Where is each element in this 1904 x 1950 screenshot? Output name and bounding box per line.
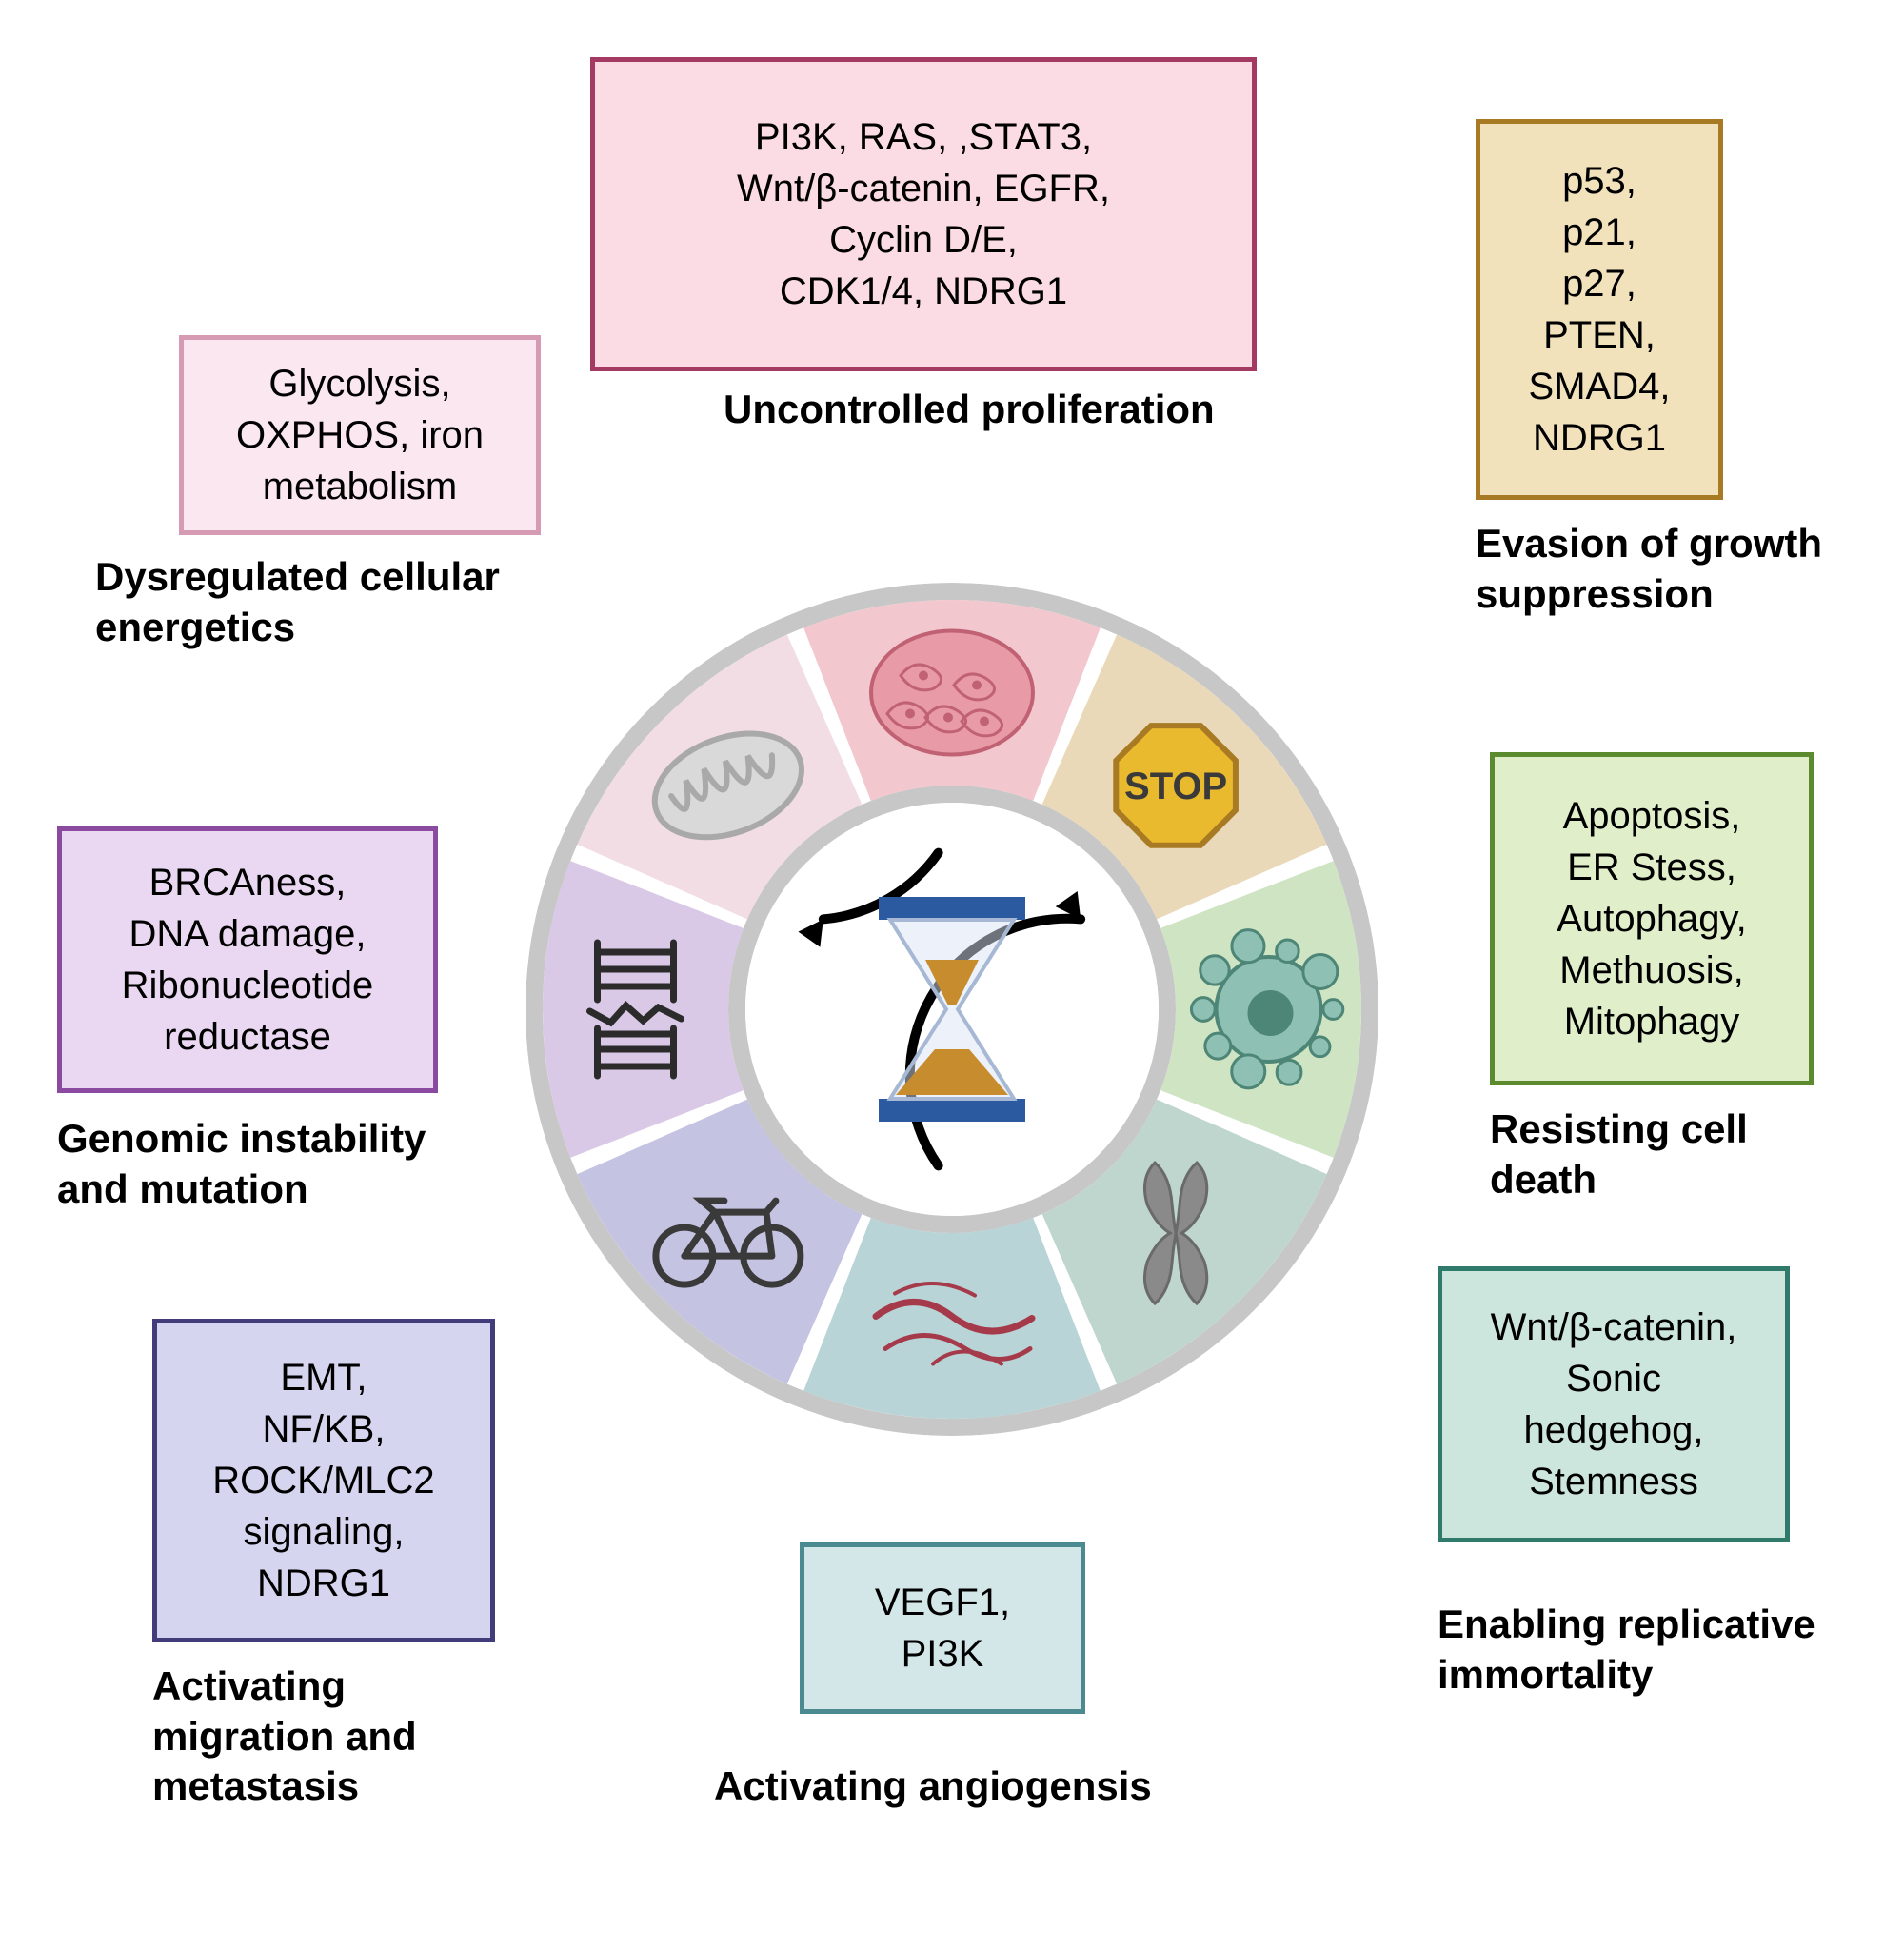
box-proliferation: PI3K, RAS, ,STAT3, Wnt/β-catenin, EGFR, … [590, 57, 1257, 371]
box-text-cell_death: Apoptosis, ER Stess, Autophagy, Methuosi… [1557, 790, 1746, 1047]
caption-energetics: Dysregulated cellular energetics [95, 552, 543, 652]
box-energetics: Glycolysis, OXPHOS, iron metabolism [179, 335, 541, 535]
box-text-proliferation: PI3K, RAS, ,STAT3, Wnt/β-catenin, EGFR, … [737, 111, 1110, 317]
box-migration: EMT, NF/KB, ROCK/MLC2 signaling, NDRG1 [152, 1319, 495, 1642]
box-cell_death: Apoptosis, ER Stess, Autophagy, Methuosi… [1490, 752, 1814, 1085]
stop-icon: STOP [1116, 726, 1236, 846]
box-text-energetics: Glycolysis, OXPHOS, iron metabolism [236, 358, 484, 512]
caption-cell_death: Resisting cell death [1490, 1104, 1890, 1204]
cells-icon [871, 631, 1033, 755]
caption-text-energetics: Dysregulated cellular energetics [95, 554, 500, 649]
box-text-immortality: Wnt/β-catenin, Sonic hedgehog, Stemness [1491, 1302, 1737, 1507]
box-text-angiogenesis: VEGF1, PI3K [875, 1577, 1010, 1680]
caption-text-growth_suppr: Evasion of growth suppression [1476, 521, 1822, 616]
caption-text-migration: Activating migration and metastasis [152, 1663, 417, 1808]
box-growth_suppr: p53, p21, p27, PTEN, SMAD4, NDRG1 [1476, 119, 1723, 500]
segment-genomic [543, 861, 744, 1158]
caption-proliferation: Uncontrolled proliferation [724, 385, 1295, 435]
box-genomic: BRCAness, DNA damage, Ribonucleotide red… [57, 826, 438, 1093]
box-immortality: Wnt/β-catenin, Sonic hedgehog, Stemness [1438, 1266, 1790, 1542]
hallmarks-wheel: STOP [526, 583, 1378, 1436]
caption-text-cell_death: Resisting cell death [1490, 1106, 1748, 1202]
box-text-growth_suppr: p53, p21, p27, PTEN, SMAD4, NDRG1 [1529, 155, 1671, 464]
caption-text-immortality: Enabling replicative immortality [1438, 1602, 1815, 1697]
caption-text-proliferation: Uncontrolled proliferation [724, 387, 1215, 431]
caption-growth_suppr: Evasion of growth suppression [1476, 519, 1875, 619]
box-text-migration: EMT, NF/KB, ROCK/MLC2 signaling, NDRG1 [212, 1352, 434, 1609]
svg-text:STOP: STOP [1124, 766, 1227, 807]
caption-migration: Activating migration and metastasis [152, 1661, 514, 1812]
caption-angiogenesis: Activating angiogensis [714, 1761, 1209, 1812]
box-angiogenesis: VEGF1, PI3K [800, 1542, 1085, 1714]
caption-text-genomic: Genomic instability and mutation [57, 1116, 426, 1211]
box-text-genomic: BRCAness, DNA damage, Ribonucleotide red… [122, 857, 374, 1063]
caption-text-angiogenesis: Activating angiogensis [714, 1763, 1152, 1808]
caption-immortality: Enabling replicative immortality [1438, 1600, 1875, 1700]
caption-genomic: Genomic instability and mutation [57, 1114, 466, 1214]
